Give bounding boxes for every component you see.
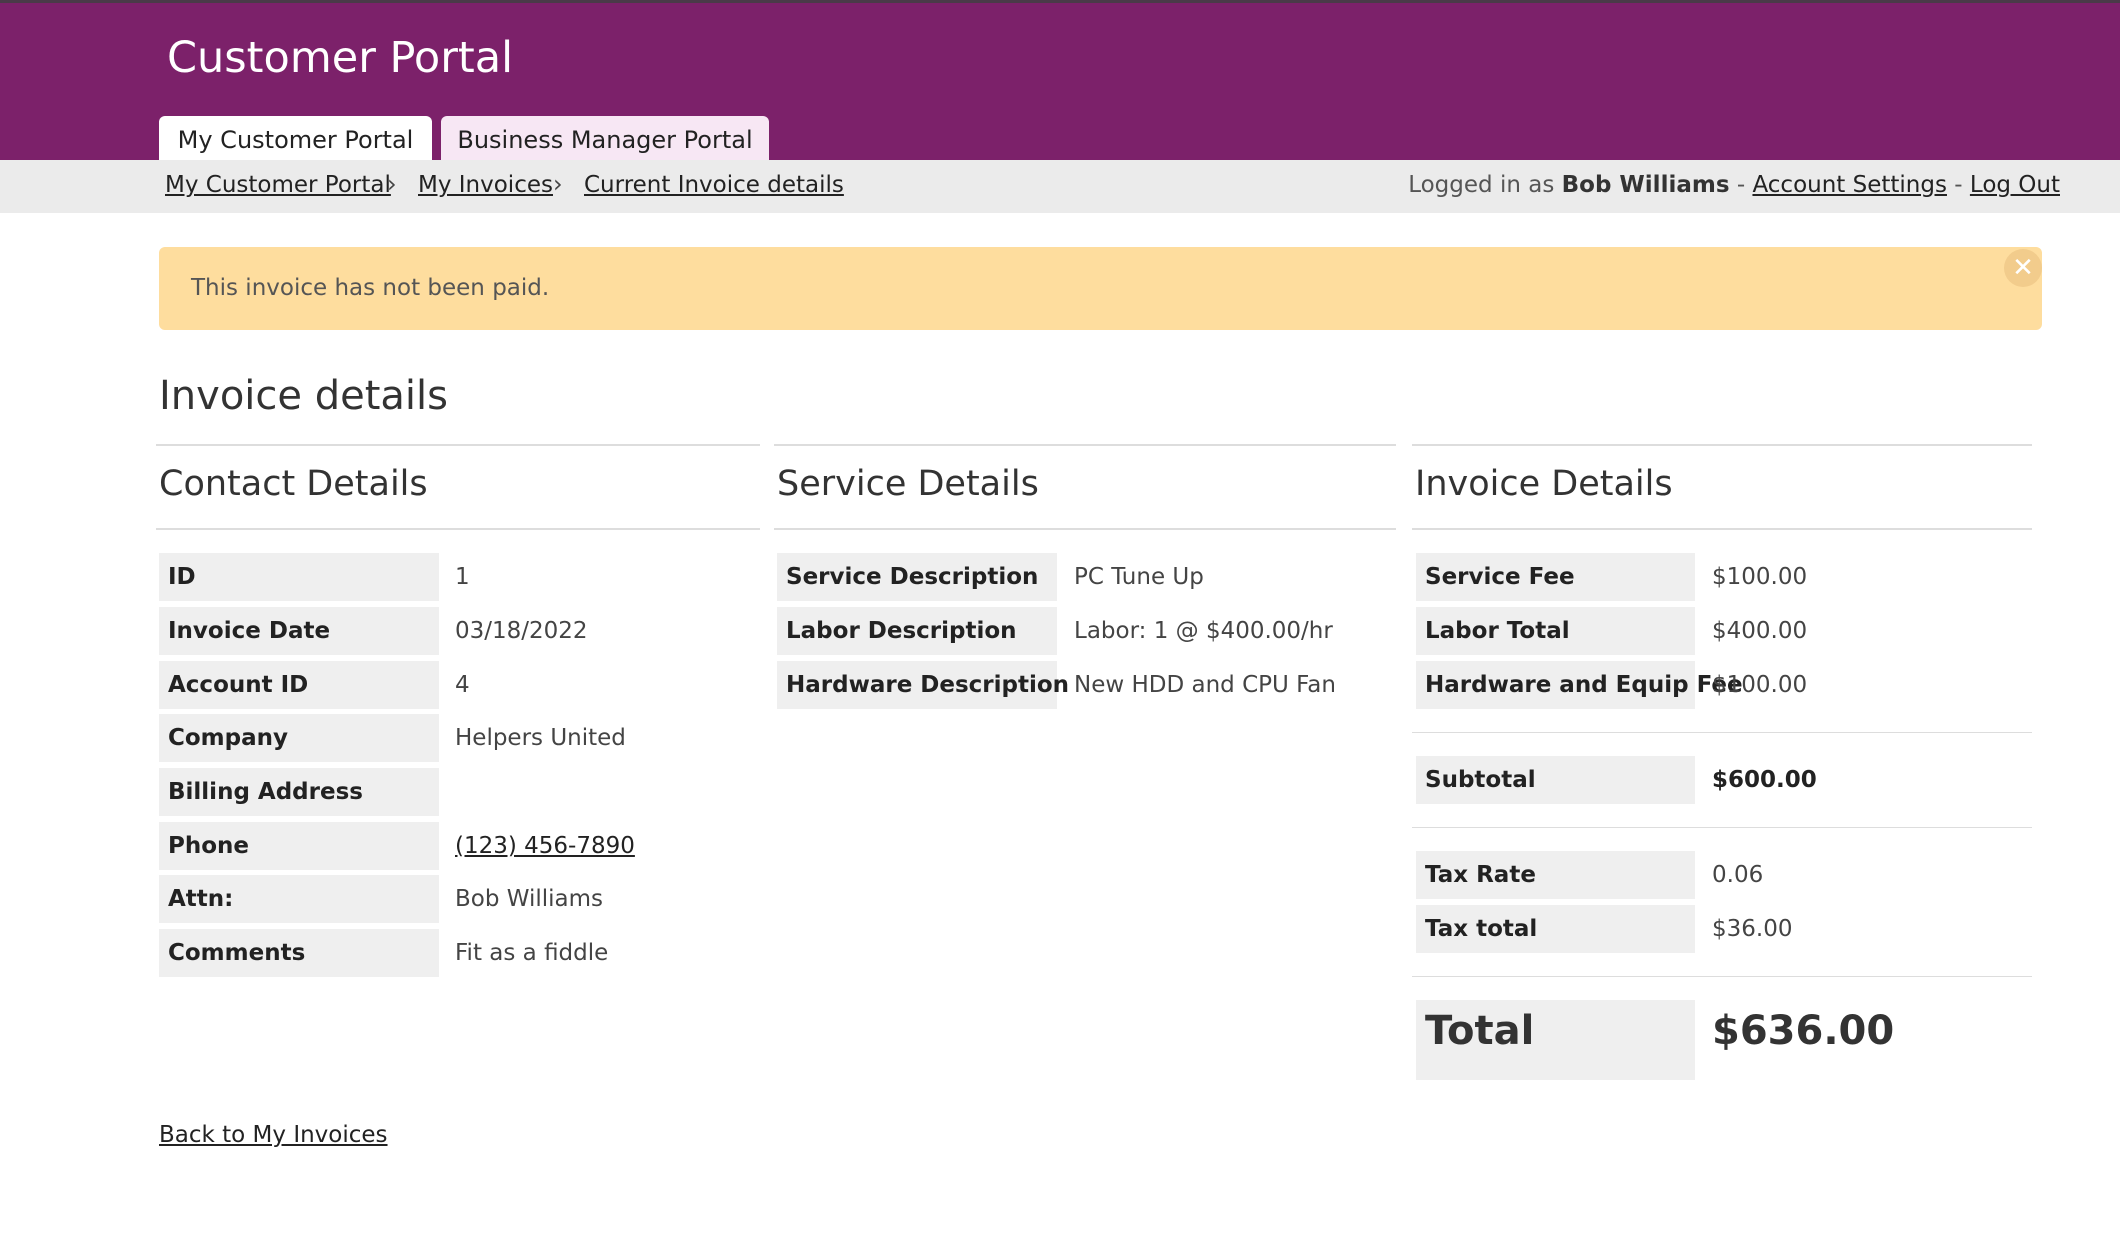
invoice-value-labor-total: $400.00 (1712, 618, 1808, 644)
contact-label-id: ID (159, 553, 439, 601)
back-to-my-invoices-link[interactable]: Back to My Invoices (159, 1122, 388, 1148)
breadcrumb-separator: › (553, 170, 563, 198)
site-title: Customer Portal (167, 33, 514, 83)
breadcrumb-separator: › (387, 170, 397, 198)
contact-details-title: Contact Details (159, 464, 428, 504)
breadcrumb-current-invoice-details[interactable]: Current Invoice details (584, 172, 844, 198)
contact-value-invoice-date: 03/18/2022 (455, 618, 588, 644)
breadcrumb-my-customer-portal[interactable]: My Customer Portal (165, 172, 391, 198)
unpaid-alert: This invoice has not been paid. ✕ (159, 247, 2042, 330)
service-value-hardware: New HDD and CPU Fan (1074, 672, 1336, 698)
invoice-label-tax-total: Tax total (1416, 905, 1695, 953)
portal-header: Customer Portal My Customer Portal Busin… (0, 0, 2120, 163)
divider (156, 444, 760, 446)
divider (1412, 827, 2032, 828)
invoice-value-tax-rate: 0.06 (1712, 862, 1764, 888)
tab-business-manager-portal[interactable]: Business Manager Portal (441, 116, 769, 163)
divider (1412, 528, 2032, 530)
divider (774, 444, 1396, 446)
breadcrumb-bar: My Customer Portal › My Invoices › Curre… (0, 160, 2120, 213)
service-value-description: PC Tune Up (1074, 564, 1204, 590)
logout-link[interactable]: Log Out (1969, 172, 2060, 198)
invoice-label-total: Total (1416, 1000, 1695, 1080)
contact-label-comments: Comments (159, 929, 439, 977)
service-value-labor: Labor: 1 @ $400.00/hr (1074, 618, 1333, 644)
contact-value-attn: Bob Williams (455, 886, 604, 912)
invoice-label-subtotal: Subtotal (1416, 756, 1695, 804)
dash-separator: - (1954, 172, 1963, 198)
contact-value-comments: Fit as a fiddle (455, 940, 609, 966)
contact-label-company: Company (159, 714, 439, 762)
contact-label-invoice-date: Invoice Date (159, 607, 439, 655)
invoice-value-service-fee: $100.00 (1712, 564, 1808, 590)
invoice-value-tax-total: $36.00 (1712, 916, 1793, 942)
service-label-hardware: Hardware Description (777, 661, 1069, 709)
invoice-value-subtotal: $600.00 (1712, 767, 1817, 793)
contact-label-billing-address: Billing Address (159, 768, 439, 816)
dash-separator: - (1736, 172, 1746, 198)
invoice-value-total: $636.00 (1712, 1008, 1895, 1054)
close-icon[interactable]: ✕ (2004, 249, 2042, 287)
contact-label-phone: Phone (159, 822, 439, 870)
phone-link[interactable]: (123) 456-7890 (455, 833, 635, 859)
tab-my-customer-portal[interactable]: My Customer Portal (159, 116, 432, 163)
page-title: Invoice details (159, 373, 448, 419)
account-settings-link[interactable]: Account Settings (1752, 172, 1947, 198)
invoice-details-title: Invoice Details (1415, 464, 1673, 504)
contact-label-account-id: Account ID (159, 661, 439, 709)
divider (156, 528, 760, 530)
contact-value-company: Helpers United (455, 725, 626, 751)
divider (774, 528, 1396, 530)
invoice-value-hardware-fee: $100.00 (1712, 672, 1808, 698)
contact-label-attn: Attn: (159, 875, 439, 923)
service-label-description: Service Description (777, 553, 1057, 601)
divider (1412, 732, 2032, 733)
contact-value-account-id: 4 (455, 672, 470, 698)
service-details-title: Service Details (777, 464, 1039, 504)
alert-message: This invoice has not been paid. (191, 275, 550, 301)
breadcrumb-my-invoices[interactable]: My Invoices (418, 172, 553, 198)
invoice-label-tax-rate: Tax Rate (1416, 851, 1695, 899)
divider (1412, 976, 2032, 977)
user-status: Logged in as Bob Williams - Account Sett… (1408, 172, 2060, 198)
service-label-labor: Labor Description (777, 607, 1057, 655)
invoice-label-service-fee: Service Fee (1416, 553, 1695, 601)
divider (1412, 444, 2032, 446)
logged-in-prefix: Logged in as (1408, 172, 1555, 198)
invoice-label-labor-total: Labor Total (1416, 607, 1695, 655)
invoice-label-hardware-fee: Hardware and Equip Fee (1416, 661, 1743, 709)
user-name: Bob Williams (1561, 172, 1730, 198)
contact-value-id: 1 (455, 564, 470, 590)
